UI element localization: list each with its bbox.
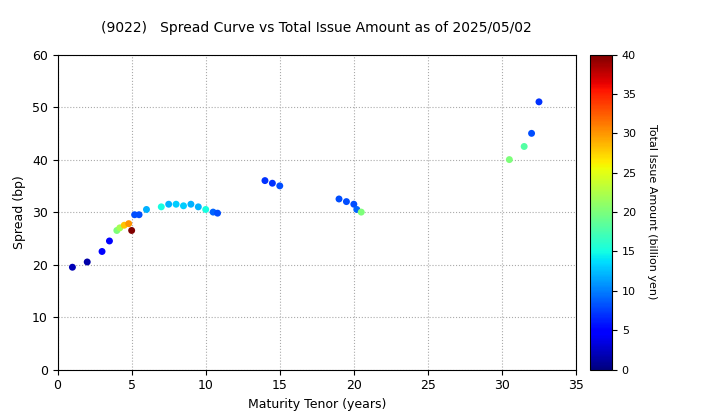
Point	[81, 259, 93, 265]
Point	[274, 182, 286, 189]
Point	[518, 143, 530, 150]
Point	[259, 177, 271, 184]
Text: (9022)   Spread Curve vs Total Issue Amount as of 2025/05/02: (9022) Spread Curve vs Total Issue Amoun…	[102, 21, 532, 35]
Point	[104, 238, 115, 244]
Point	[133, 211, 145, 218]
Point	[114, 224, 125, 231]
Point	[171, 201, 182, 207]
Point	[212, 210, 223, 216]
Point	[96, 248, 108, 255]
Point	[111, 227, 122, 234]
Point	[163, 201, 174, 207]
Y-axis label: Total Issue Amount (billion yen): Total Issue Amount (billion yen)	[647, 124, 657, 300]
Point	[526, 130, 537, 137]
Point	[534, 98, 545, 105]
Point	[156, 203, 167, 210]
Point	[207, 209, 219, 215]
Point	[503, 156, 515, 163]
Y-axis label: Spread (bp): Spread (bp)	[14, 175, 27, 249]
Point	[356, 209, 367, 215]
Point	[333, 196, 345, 202]
Point	[119, 222, 130, 228]
Point	[185, 201, 197, 207]
X-axis label: Maturity Tenor (years): Maturity Tenor (years)	[248, 398, 386, 411]
Point	[126, 227, 138, 234]
Point	[192, 203, 204, 210]
Point	[123, 220, 135, 227]
Point	[266, 180, 278, 186]
Point	[178, 202, 189, 209]
Point	[67, 264, 78, 270]
Point	[341, 198, 352, 205]
Point	[348, 201, 359, 207]
Point	[129, 211, 140, 218]
Point	[140, 206, 152, 213]
Point	[200, 206, 212, 213]
Point	[351, 206, 363, 213]
